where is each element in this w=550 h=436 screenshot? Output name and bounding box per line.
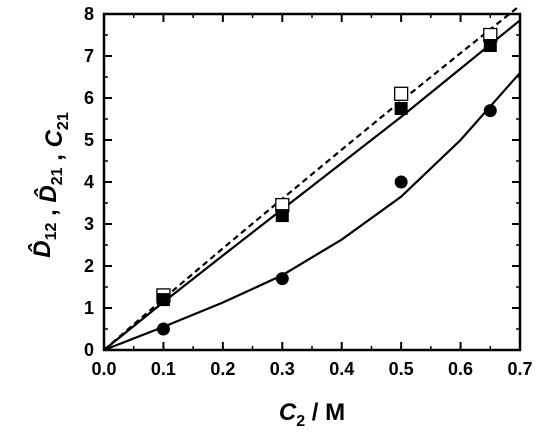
fit-line-3 bbox=[103, 72, 521, 352]
x-tick-label: 0.2 bbox=[210, 359, 235, 379]
y-tick-label: 8 bbox=[84, 4, 94, 24]
filled-square-point bbox=[275, 209, 289, 223]
x-tick-label: 0.6 bbox=[448, 359, 473, 379]
y-axis-title: D̂12 , D̂21 , C21 bbox=[28, 112, 72, 258]
filled-circle-point bbox=[483, 104, 497, 118]
y-tick-label: 5 bbox=[84, 130, 94, 150]
filled-circle-point bbox=[394, 175, 408, 189]
fit-line-2 bbox=[103, 19, 521, 351]
filled-square-point bbox=[394, 102, 408, 115]
filled-circle-point bbox=[156, 322, 170, 336]
x-tick-label: 0.7 bbox=[507, 359, 532, 379]
x-tick-label: 0.3 bbox=[270, 359, 295, 379]
x-tick-label: 0.5 bbox=[389, 359, 414, 379]
filled-circle-point bbox=[275, 272, 289, 286]
x-tick-label: 0.1 bbox=[151, 359, 176, 379]
y-tick-label: 3 bbox=[84, 214, 94, 234]
y-tick-label: 6 bbox=[84, 88, 94, 108]
y-tick-label: 4 bbox=[84, 172, 94, 192]
y-tick-label: 1 bbox=[84, 298, 94, 318]
filled-square-point bbox=[483, 39, 497, 52]
open-square-point bbox=[393, 86, 409, 101]
filled-square-point bbox=[156, 293, 170, 307]
y-tick-label: 7 bbox=[84, 46, 94, 66]
fit-line-1 bbox=[103, 4, 521, 351]
y-tick-label: 0 bbox=[84, 340, 94, 360]
x-axis-title: C2 / M bbox=[279, 399, 345, 430]
x-tick-label: 0.4 bbox=[329, 359, 354, 379]
x-tick-label: 0.0 bbox=[91, 359, 116, 379]
plot-area: 0.0 0.1 0.2 0.3 0.4 0.5 0.6 0.7 0 1 2 3 4 5 6 7 8 bbox=[84, 4, 533, 379]
y-tick-label: 2 bbox=[84, 256, 94, 276]
